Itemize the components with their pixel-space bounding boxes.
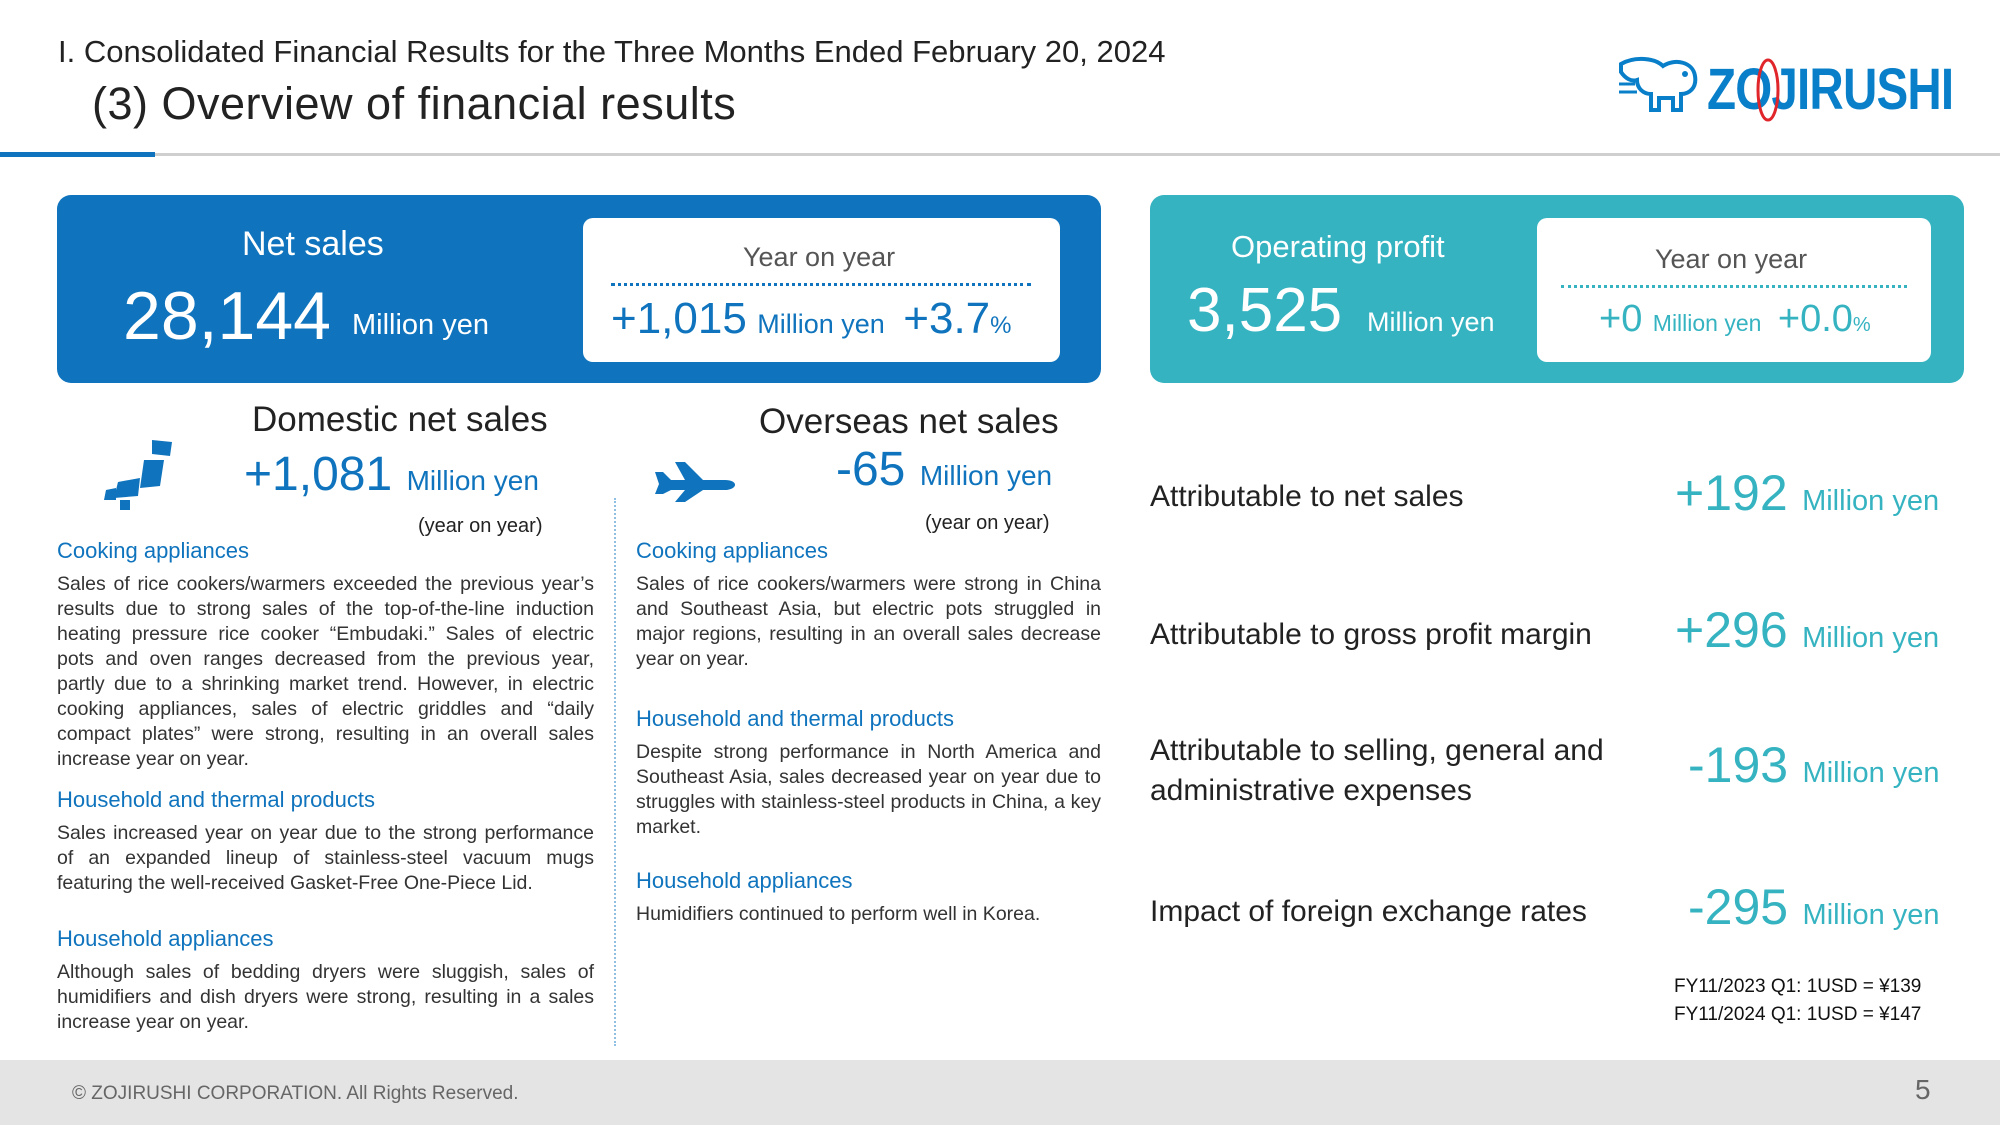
column-divider [614,498,616,1046]
net-sales-yoy-unit: Million yen [757,309,885,339]
header-divider-accent [0,152,155,157]
domestic-cat-cooking: Cooking appliances [57,538,250,563]
company-logo: ZOJIRUSHI [1615,54,1954,126]
operating-profit-yoy-pct: +0.0 [1777,298,1853,340]
yoy-dotted-rule [1561,285,1907,288]
attr-label-gross-profit: Attributable to gross profit margin [1150,618,1592,651]
percent-sign: % [990,312,1012,339]
section-heading: I. Consolidated Financial Results for th… [58,34,1166,69]
footer-bar [0,1060,2000,1125]
attr-label-net-sales: Attributable to net sales [1150,480,1464,513]
attr-unit: Million yen [1802,485,1940,517]
yoy-dotted-rule [611,283,1031,286]
overseas-cat-household-appliances: Household appliances [636,868,853,893]
overseas-text-household-thermal: Despite strong performance in North Amer… [636,741,1101,838]
operating-profit-unit: Million yen [1367,307,1495,337]
attr-value-gross-profit: +296 [1675,602,1788,658]
japan-map-icon [104,440,172,510]
net-sales-yoy-pct: +3.7 [903,294,991,343]
attr-value-net-sales: +192 [1675,465,1788,521]
domestic-value: +1,081 [244,448,393,501]
attr-fx-row: -295 Million yen [1688,878,1940,936]
overseas-value-row: -65 Million yen [836,442,1052,497]
attr-sga-row: -193 Million yen [1688,736,1940,794]
domestic-text-cooking: Sales of rice cookers/warmers exceeded t… [57,573,594,770]
attr-label-sga-line2: administrative expenses [1150,774,1472,807]
attr-net-sales-row: +192 Million yen [1675,464,1939,522]
airplane-icon [655,462,736,502]
page-number: 5 [1915,1074,1931,1105]
elephant-logo-icon [1619,57,1698,112]
attr-unit: Million yen [1802,899,1940,931]
attr-label-sga-line1: Attributable to selling, general and [1150,734,1604,767]
logo-red-ring-icon [1756,58,1780,122]
copyright-text: © ZOJIRUSHI CORPORATION. All Rights Rese… [72,1083,519,1104]
net-sales-yoy-box: Year on year +1,015 Million yen +3.7% [583,218,1060,362]
operating-profit-yoy-value: +0 [1599,298,1643,340]
net-sales-title: Net sales [242,225,384,263]
domestic-cat-household-appliances: Household appliances [57,926,274,951]
net-sales-yoy-value: +1,015 [611,294,747,343]
overseas-yoy-note: (year on year) [925,512,1050,534]
overseas-cat-cooking: Cooking appliances [636,538,829,563]
operating-profit-card: Operating profit 3,525 Million yen Year … [1150,195,1964,383]
page-title: (3) Overview of financial results [92,78,737,129]
header-divider [0,153,2000,156]
overseas-text-cooking: Sales of rice cookers/warmers were stron… [636,573,1101,670]
overseas-value: -65 [836,443,906,496]
attr-label-fx: Impact of foreign exchange rates [1150,895,1587,928]
attr-value-fx: -295 [1688,879,1789,935]
overseas-text-household-appliances: Humidifiers continued to perform well in… [636,903,1041,925]
domestic-text-household-thermal: Sales increased year on year due to the … [57,822,594,894]
domestic-text-household-appliances: Although sales of bedding dryers were sl… [57,961,594,1033]
operating-profit-yoy-unit: Million yen [1652,310,1762,336]
domestic-title: Domestic net sales [252,400,548,439]
overseas-title: Overseas net sales [759,402,1059,441]
domestic-unit: Million yen [406,465,539,496]
net-sales-yoy-row: +1,015 Million yen +3.7% [611,294,1012,344]
operating-profit-title: Operating profit [1231,229,1445,264]
operating-profit-yoy-row: +0 Million yen +0.0% [1599,298,1871,341]
yoy-label: Year on year [1655,244,1808,274]
overseas-unit: Million yen [919,460,1053,491]
fx-note-2024: FY11/2024 Q1: 1USD = ¥147 [1674,1004,1922,1025]
fx-note-2023: FY11/2023 Q1: 1USD = ¥139 [1674,976,1922,997]
overseas-cat-household-thermal: Household and thermal products [636,706,954,731]
operating-profit-yoy-box: Year on year +0 Million yen +0.0% [1537,218,1931,362]
attr-unit: Million yen [1802,622,1940,654]
yoy-label: Year on year [743,242,896,272]
logo-wordmark: ZOJIRUSHI [1707,57,1954,122]
percent-sign: % [1852,314,1871,336]
attr-value-sga: -193 [1688,737,1789,793]
operating-profit-value: 3,525 [1187,276,1343,345]
attr-gross-profit-row: +296 Million yen [1675,601,1939,659]
domestic-cat-household-thermal: Household and thermal products [57,787,375,812]
attr-unit: Million yen [1802,757,1940,789]
net-sales-unit: Million yen [352,309,489,341]
domestic-yoy-note: (year on year) [418,515,543,537]
domestic-value-row: +1,081 Million yen [244,447,539,502]
net-sales-card: Net sales 28,144 Million yen Year on yea… [57,195,1101,383]
net-sales-value: 28,144 [123,278,331,354]
